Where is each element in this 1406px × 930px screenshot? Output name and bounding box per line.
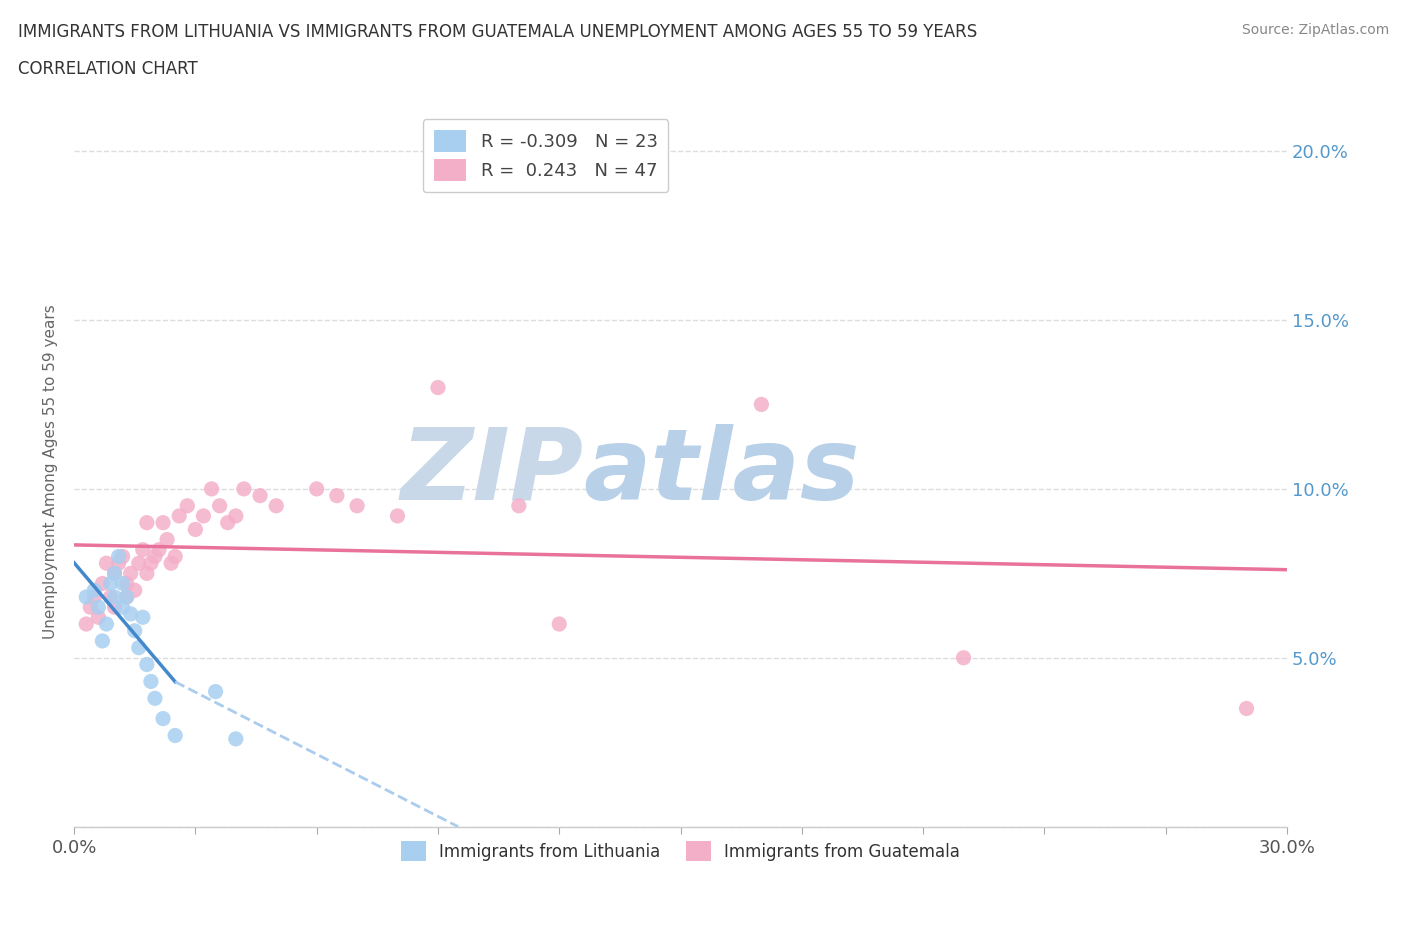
Point <box>426 380 449 395</box>
Point <box>135 658 157 672</box>
Point <box>548 617 571 631</box>
Point <box>176 498 198 513</box>
Point <box>120 606 142 621</box>
Point <box>115 590 138 604</box>
Point <box>184 522 207 537</box>
Point <box>128 556 150 571</box>
Legend: Immigrants from Lithuania, Immigrants from Guatemala: Immigrants from Lithuania, Immigrants fr… <box>395 834 966 868</box>
Point <box>115 590 138 604</box>
Point <box>111 576 134 591</box>
Point <box>156 532 179 547</box>
Point <box>128 640 150 655</box>
Point <box>217 515 239 530</box>
Text: atlas: atlas <box>583 423 860 521</box>
Point <box>139 556 162 571</box>
Point <box>87 610 110 625</box>
Point <box>96 617 118 631</box>
Text: IMMIGRANTS FROM LITHUANIA VS IMMIGRANTS FROM GUATEMALA UNEMPLOYMENT AMONG AGES 5: IMMIGRANTS FROM LITHUANIA VS IMMIGRANTS … <box>18 23 977 41</box>
Point <box>91 633 114 648</box>
Point <box>103 590 125 604</box>
Point <box>96 556 118 571</box>
Point <box>132 610 155 625</box>
Point <box>152 515 174 530</box>
Point <box>751 397 773 412</box>
Point <box>208 498 231 513</box>
Point <box>75 590 97 604</box>
Point <box>100 576 122 591</box>
Point <box>135 515 157 530</box>
Point <box>167 509 190 524</box>
Point <box>326 488 349 503</box>
Text: Source: ZipAtlas.com: Source: ZipAtlas.com <box>1241 23 1389 37</box>
Point <box>165 728 187 743</box>
Point <box>107 549 129 564</box>
Point <box>305 482 328 497</box>
Point <box>346 498 368 513</box>
Point <box>103 600 125 615</box>
Point <box>148 542 170 557</box>
Point <box>87 600 110 615</box>
Point <box>387 509 409 524</box>
Point <box>111 549 134 564</box>
Point <box>143 549 166 564</box>
Point <box>249 488 271 503</box>
Point <box>91 576 114 591</box>
Text: ZIP: ZIP <box>401 423 583 521</box>
Text: CORRELATION CHART: CORRELATION CHART <box>18 60 198 78</box>
Point <box>83 583 105 598</box>
Point <box>111 600 134 615</box>
Point <box>75 617 97 631</box>
Point <box>200 482 222 497</box>
Point <box>165 549 187 564</box>
Point <box>124 583 146 598</box>
Point <box>79 600 101 615</box>
Point <box>132 542 155 557</box>
Point <box>152 711 174 726</box>
Point <box>232 482 254 497</box>
Y-axis label: Unemployment Among Ages 55 to 59 years: Unemployment Among Ages 55 to 59 years <box>44 305 58 640</box>
Point <box>103 566 125 581</box>
Point <box>83 590 105 604</box>
Point <box>225 731 247 746</box>
Point <box>952 650 974 665</box>
Point <box>100 590 122 604</box>
Point <box>115 576 138 591</box>
Point <box>135 566 157 581</box>
Point <box>225 509 247 524</box>
Point <box>107 556 129 571</box>
Point <box>120 566 142 581</box>
Point <box>103 566 125 581</box>
Point <box>143 691 166 706</box>
Point <box>204 684 226 699</box>
Point <box>139 674 162 689</box>
Point <box>264 498 287 513</box>
Point <box>160 556 183 571</box>
Point <box>193 509 215 524</box>
Point <box>1236 701 1258 716</box>
Point <box>508 498 530 513</box>
Point <box>124 623 146 638</box>
